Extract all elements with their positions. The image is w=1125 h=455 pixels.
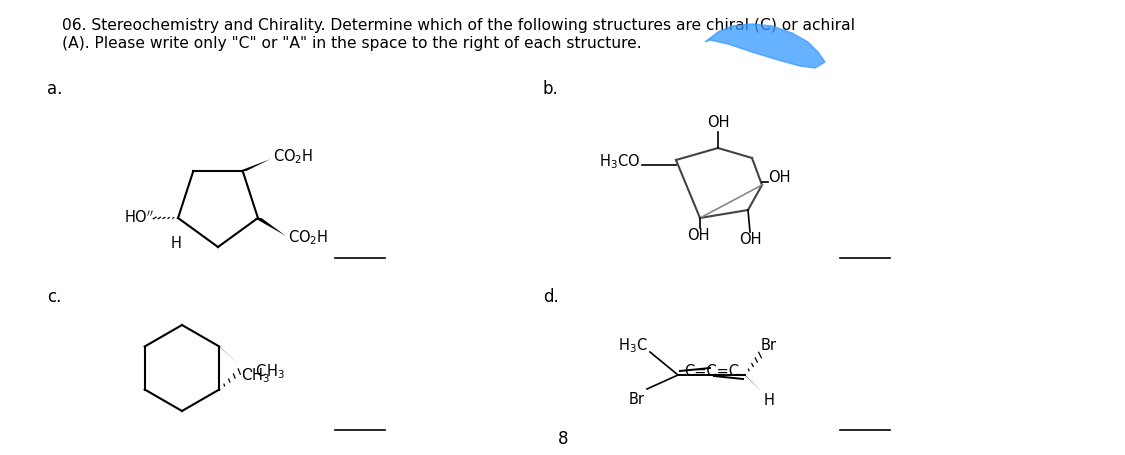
Text: H: H [171, 236, 181, 251]
Text: a.: a. [47, 80, 62, 98]
Text: Br: Br [629, 392, 645, 407]
Text: OH: OH [706, 115, 729, 130]
Text: 8: 8 [558, 430, 568, 448]
Text: H$_3$CO: H$_3$CO [598, 152, 640, 172]
Polygon shape [744, 374, 762, 392]
Text: (A). Please write only "C" or "A" in the space to the right of each structure.: (A). Please write only "C" or "A" in the… [62, 36, 641, 51]
Polygon shape [218, 346, 240, 364]
Polygon shape [254, 218, 286, 236]
Polygon shape [240, 159, 271, 171]
Text: OH: OH [739, 232, 762, 247]
Text: CH$_3$: CH$_3$ [241, 366, 270, 385]
Text: b.: b. [543, 80, 559, 98]
Text: CO$_2$H: CO$_2$H [288, 228, 328, 248]
Text: HO$^{\prime\prime}$: HO$^{\prime\prime}$ [124, 210, 154, 226]
Text: H: H [764, 393, 775, 408]
Text: C=C=C: C=C=C [684, 364, 739, 379]
Text: CO$_2$H: CO$_2$H [272, 148, 313, 167]
Polygon shape [705, 24, 825, 68]
Text: 06. Stereochemistry and Chirality. Determine which of the following structures a: 06. Stereochemistry and Chirality. Deter… [62, 18, 855, 33]
Text: c.: c. [47, 288, 62, 306]
Text: OH: OH [768, 171, 791, 186]
Text: H$_3$C: H$_3$C [619, 336, 648, 355]
Text: Br: Br [760, 338, 777, 353]
Text: $\cdot\cdot$CH$_3$: $\cdot\cdot$CH$_3$ [241, 362, 286, 381]
Text: d.: d. [543, 288, 559, 306]
Text: OH: OH [686, 228, 709, 243]
